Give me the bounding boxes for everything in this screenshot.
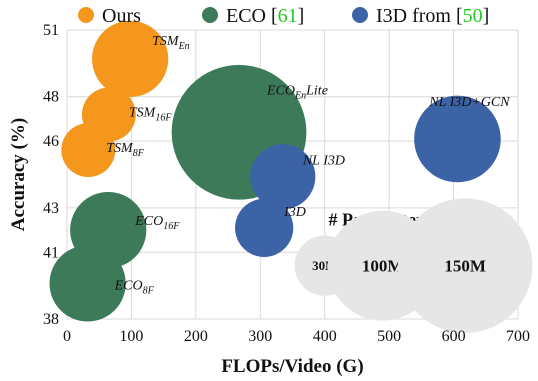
x-tick-label: 300 — [248, 328, 272, 345]
legend: Ours ECO [61] I3D from [50] — [78, 5, 489, 27]
y-tick-label: 38 — [43, 311, 59, 328]
point-label: ECO8F — [114, 278, 155, 296]
bubble-eco16f — [70, 191, 147, 269]
bubble-tsm16f — [81, 87, 136, 142]
bubble-i3d — [235, 198, 294, 257]
y-tick-label: 43 — [43, 200, 59, 217]
y-axis-title: Accuracy (%) — [8, 118, 29, 231]
x-tick-label: 500 — [377, 328, 401, 345]
axes: 0 100 200 300 400 500 600 700 38 41 43 46 48 51 FLOPs/… — [8, 22, 530, 377]
y-tick-label: 48 — [43, 89, 59, 106]
point-label: TSM8F — [106, 141, 144, 159]
point-label: ECOEnLite — [266, 83, 328, 101]
legend-marker — [78, 7, 94, 23]
point-label: NL I3D — [302, 154, 345, 169]
bubble-nl-i3d — [250, 144, 316, 210]
x-tick-label: 400 — [313, 328, 337, 345]
y-tick-label: 51 — [43, 22, 59, 39]
point-label: TSMEn — [152, 34, 190, 52]
y-tick-label: 46 — [43, 133, 59, 150]
x-tick-label: 200 — [184, 328, 208, 345]
legend-label: Ours — [102, 5, 141, 27]
bubble-nl-i3d-gcn — [414, 95, 501, 183]
point-label: I3D — [283, 205, 306, 220]
x-axis-title: FLOPs/Video (G) — [221, 356, 363, 377]
x-tick-label: 600 — [442, 328, 466, 345]
legend-label: ECO [61] — [226, 5, 304, 27]
legend-label: I3D from [50] — [376, 5, 489, 27]
legend-marker — [202, 7, 218, 23]
point-labels: TSM8F TSM16F TSMEn ECO8F ECO16F ECOEnLite I3D N… — [106, 34, 510, 297]
size-legend-bubble — [397, 198, 533, 334]
point-label: ECO16F — [134, 214, 180, 232]
x-tick-label: 0 — [63, 328, 71, 345]
point-label: TSM16F — [129, 105, 172, 123]
data-points — [49, 20, 501, 322]
size-legend-label: 100M — [362, 257, 404, 276]
size-legend-label: 150M — [444, 257, 486, 276]
legend-marker — [352, 7, 368, 23]
y-tick-label: 41 — [43, 244, 59, 261]
point-label: NL I3D+GCN — [428, 95, 510, 110]
x-tick-label: 700 — [506, 328, 530, 345]
bubble-tsmen — [92, 20, 169, 98]
x-tick-label: 100 — [119, 328, 143, 345]
parameter-size-legend: # Parameters30M100M150M — [294, 198, 533, 334]
